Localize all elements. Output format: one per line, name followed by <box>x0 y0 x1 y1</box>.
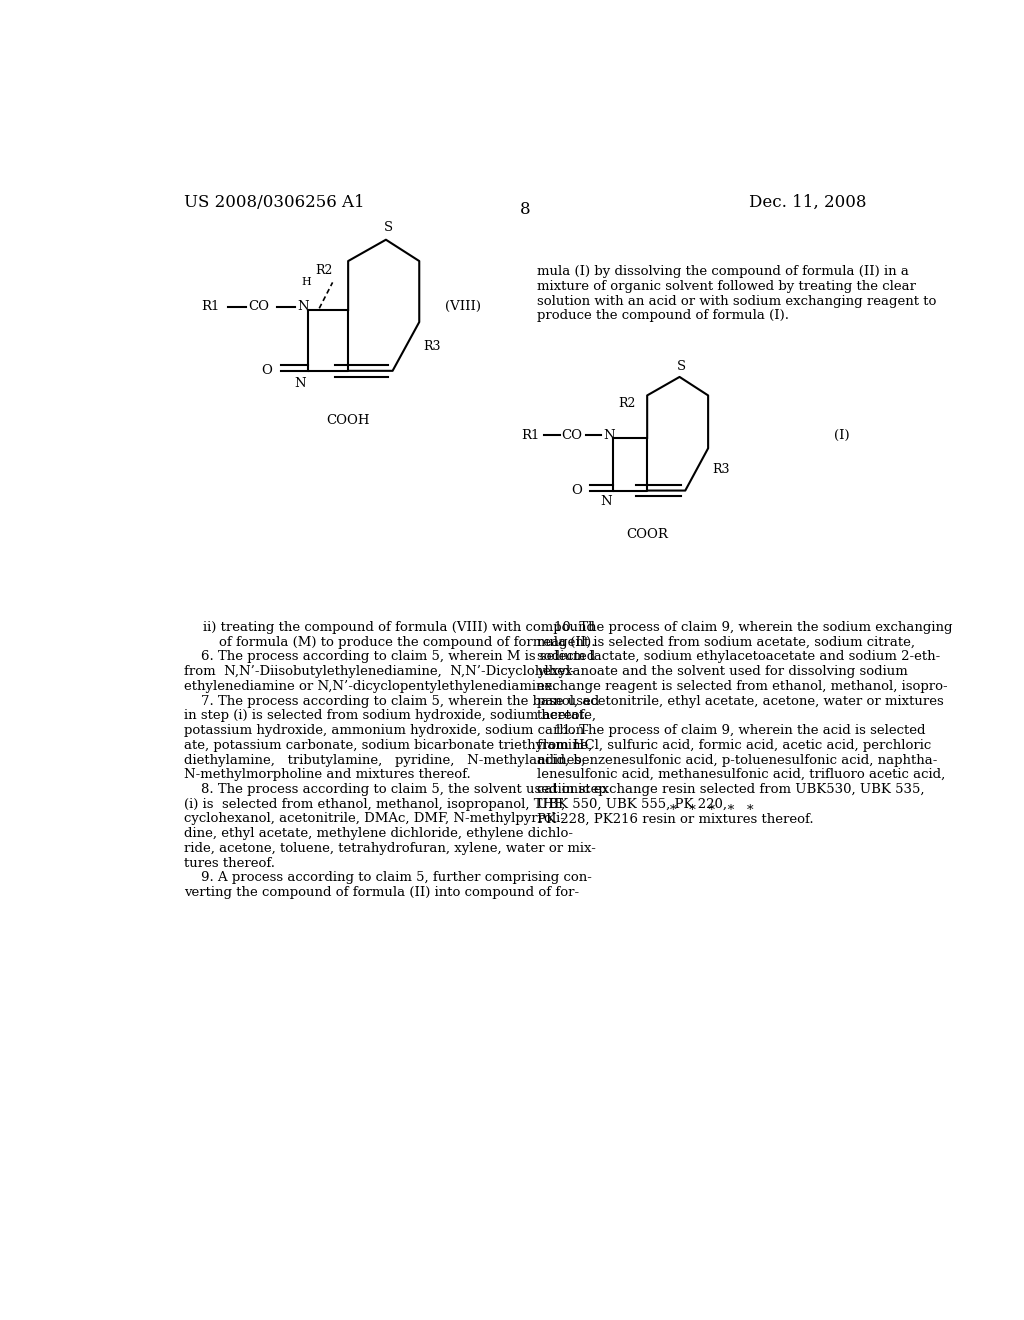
Text: R1: R1 <box>521 429 540 442</box>
Text: (i) is  selected from ethanol, methanol, isopropanol, THF,: (i) is selected from ethanol, methanol, … <box>183 797 565 810</box>
Text: PK 228, PK216 resin or mixtures thereof.: PK 228, PK216 resin or mixtures thereof. <box>537 812 813 825</box>
Text: (I): (I) <box>835 429 850 442</box>
Text: (VIII): (VIII) <box>445 300 481 313</box>
Text: mula (I) by dissolving the compound of formula (II) in a: mula (I) by dissolving the compound of f… <box>537 265 908 279</box>
Text: 10. The process of claim 9, wherein the sodium exchanging: 10. The process of claim 9, wherein the … <box>537 620 952 634</box>
Text: of formula (M) to produce the compound of formula (II).: of formula (M) to produce the compound o… <box>219 636 596 648</box>
Text: dine, ethyl acetate, methylene dichloride, ethylene dichlo-: dine, ethyl acetate, methylene dichlorid… <box>183 828 572 841</box>
Text: O: O <box>571 484 583 498</box>
Text: ethylenediamine or N,N’-dicyclopentylethylenediamine.: ethylenediamine or N,N’-dicyclopentyleth… <box>183 680 556 693</box>
Text: H: H <box>301 277 311 288</box>
Text: Dec. 11, 2008: Dec. 11, 2008 <box>749 194 866 211</box>
Text: COOR: COOR <box>627 528 668 541</box>
Text: ate, potassium carbonate, sodium bicarbonate triethylamine,: ate, potassium carbonate, sodium bicarbo… <box>183 739 592 752</box>
Text: cationic exchange resin selected from UBK530, UBK 535,: cationic exchange resin selected from UB… <box>537 783 925 796</box>
Text: 11. The process of claim 9, wherein the acid is selected: 11. The process of claim 9, wherein the … <box>537 725 926 737</box>
Text: N: N <box>297 300 308 313</box>
Text: R2: R2 <box>618 397 636 409</box>
Text: R1: R1 <box>202 300 220 313</box>
Text: R2: R2 <box>314 264 332 277</box>
Text: verting the compound of formula (II) into compound of for-: verting the compound of formula (II) int… <box>183 886 579 899</box>
Text: in step (i) is selected from sodium hydroxide, sodium acetate,: in step (i) is selected from sodium hydr… <box>183 709 596 722</box>
Text: UBK 550, UBK 555, PK 220,: UBK 550, UBK 555, PK 220, <box>537 797 727 810</box>
Text: thereof.: thereof. <box>537 709 589 722</box>
Text: US 2008/0306256 A1: US 2008/0306256 A1 <box>183 194 365 211</box>
Text: ii) treating the compound of formula (VIII) with compound: ii) treating the compound of formula (VI… <box>204 620 595 634</box>
Text: 8. The process according to claim 5, the solvent used in step: 8. The process according to claim 5, the… <box>183 783 606 796</box>
Text: COOH: COOH <box>327 413 370 426</box>
Text: S: S <box>384 220 393 234</box>
Text: panol, acetonitrile, ethyl acetate, acetone, water or mixtures: panol, acetonitrile, ethyl acetate, acet… <box>537 694 943 708</box>
Text: CO: CO <box>561 429 583 442</box>
Text: *   *   *   *   *: * * * * * <box>670 804 753 817</box>
Text: sodium lactate, sodium ethylacetoacetate and sodium 2-eth-: sodium lactate, sodium ethylacetoacetate… <box>537 651 940 664</box>
Text: solution with an acid or with sodium exchanging reagent to: solution with an acid or with sodium exc… <box>537 294 936 308</box>
Text: diethylamine,   tributylamine,   pyridine,   N-methylanilines,: diethylamine, tributylamine, pyridine, N… <box>183 754 585 767</box>
Text: CO: CO <box>248 300 269 313</box>
Text: 9. A process according to claim 5, further comprising con-: 9. A process according to claim 5, furth… <box>183 871 592 884</box>
Text: N-methylmorpholine and mixtures thereof.: N-methylmorpholine and mixtures thereof. <box>183 768 470 781</box>
Text: O: O <box>262 364 272 378</box>
Text: N: N <box>603 429 615 442</box>
Text: produce the compound of formula (I).: produce the compound of formula (I). <box>537 309 788 322</box>
Text: ride, acetone, toluene, tetrahydrofuran, xylene, water or mix-: ride, acetone, toluene, tetrahydrofuran,… <box>183 842 595 855</box>
Text: tures thereof.: tures thereof. <box>183 857 274 870</box>
Text: reagent is selected from sodium acetate, sodium citrate,: reagent is selected from sodium acetate,… <box>537 636 914 648</box>
Text: potassium hydroxide, ammonium hydroxide, sodium carbon-: potassium hydroxide, ammonium hydroxide,… <box>183 725 589 737</box>
Text: lenesulfonic acid, methanesulfonic acid, trifluoro acetic acid,: lenesulfonic acid, methanesulfonic acid,… <box>537 768 945 781</box>
Text: from HCl, sulfuric acid, formic acid, acetic acid, perchloric: from HCl, sulfuric acid, formic acid, ac… <box>537 739 931 752</box>
Text: S: S <box>677 360 686 372</box>
Text: 8: 8 <box>519 201 530 218</box>
Text: N: N <box>600 495 612 508</box>
Text: acid, benzenesulfonic acid, p-toluenesulfonic acid, naphtha-: acid, benzenesulfonic acid, p-toluenesul… <box>537 754 937 767</box>
Text: R3: R3 <box>712 463 729 477</box>
Text: ylhexanoate and the solvent used for dissolving sodium: ylhexanoate and the solvent used for dis… <box>537 665 907 678</box>
Text: N: N <box>295 376 306 389</box>
Text: 7. The process according to claim 5, wherein the base used: 7. The process according to claim 5, whe… <box>183 694 599 708</box>
Text: exchange reagent is selected from ethanol, methanol, isopro-: exchange reagent is selected from ethano… <box>537 680 947 693</box>
Text: 6. The process according to claim 5, wherein M is selected: 6. The process according to claim 5, whe… <box>183 651 595 664</box>
Text: from  N,N’-Diisobutylethylenediamine,  N,N’-Dicyclohexyl-: from N,N’-Diisobutylethylenediamine, N,N… <box>183 665 574 678</box>
Text: mixture of organic solvent followed by treating the clear: mixture of organic solvent followed by t… <box>537 280 915 293</box>
Text: cyclohexanol, acetonitrile, DMAc, DMF, N-methylpyrroli-: cyclohexanol, acetonitrile, DMAc, DMF, N… <box>183 812 564 825</box>
Text: R3: R3 <box>424 341 441 352</box>
